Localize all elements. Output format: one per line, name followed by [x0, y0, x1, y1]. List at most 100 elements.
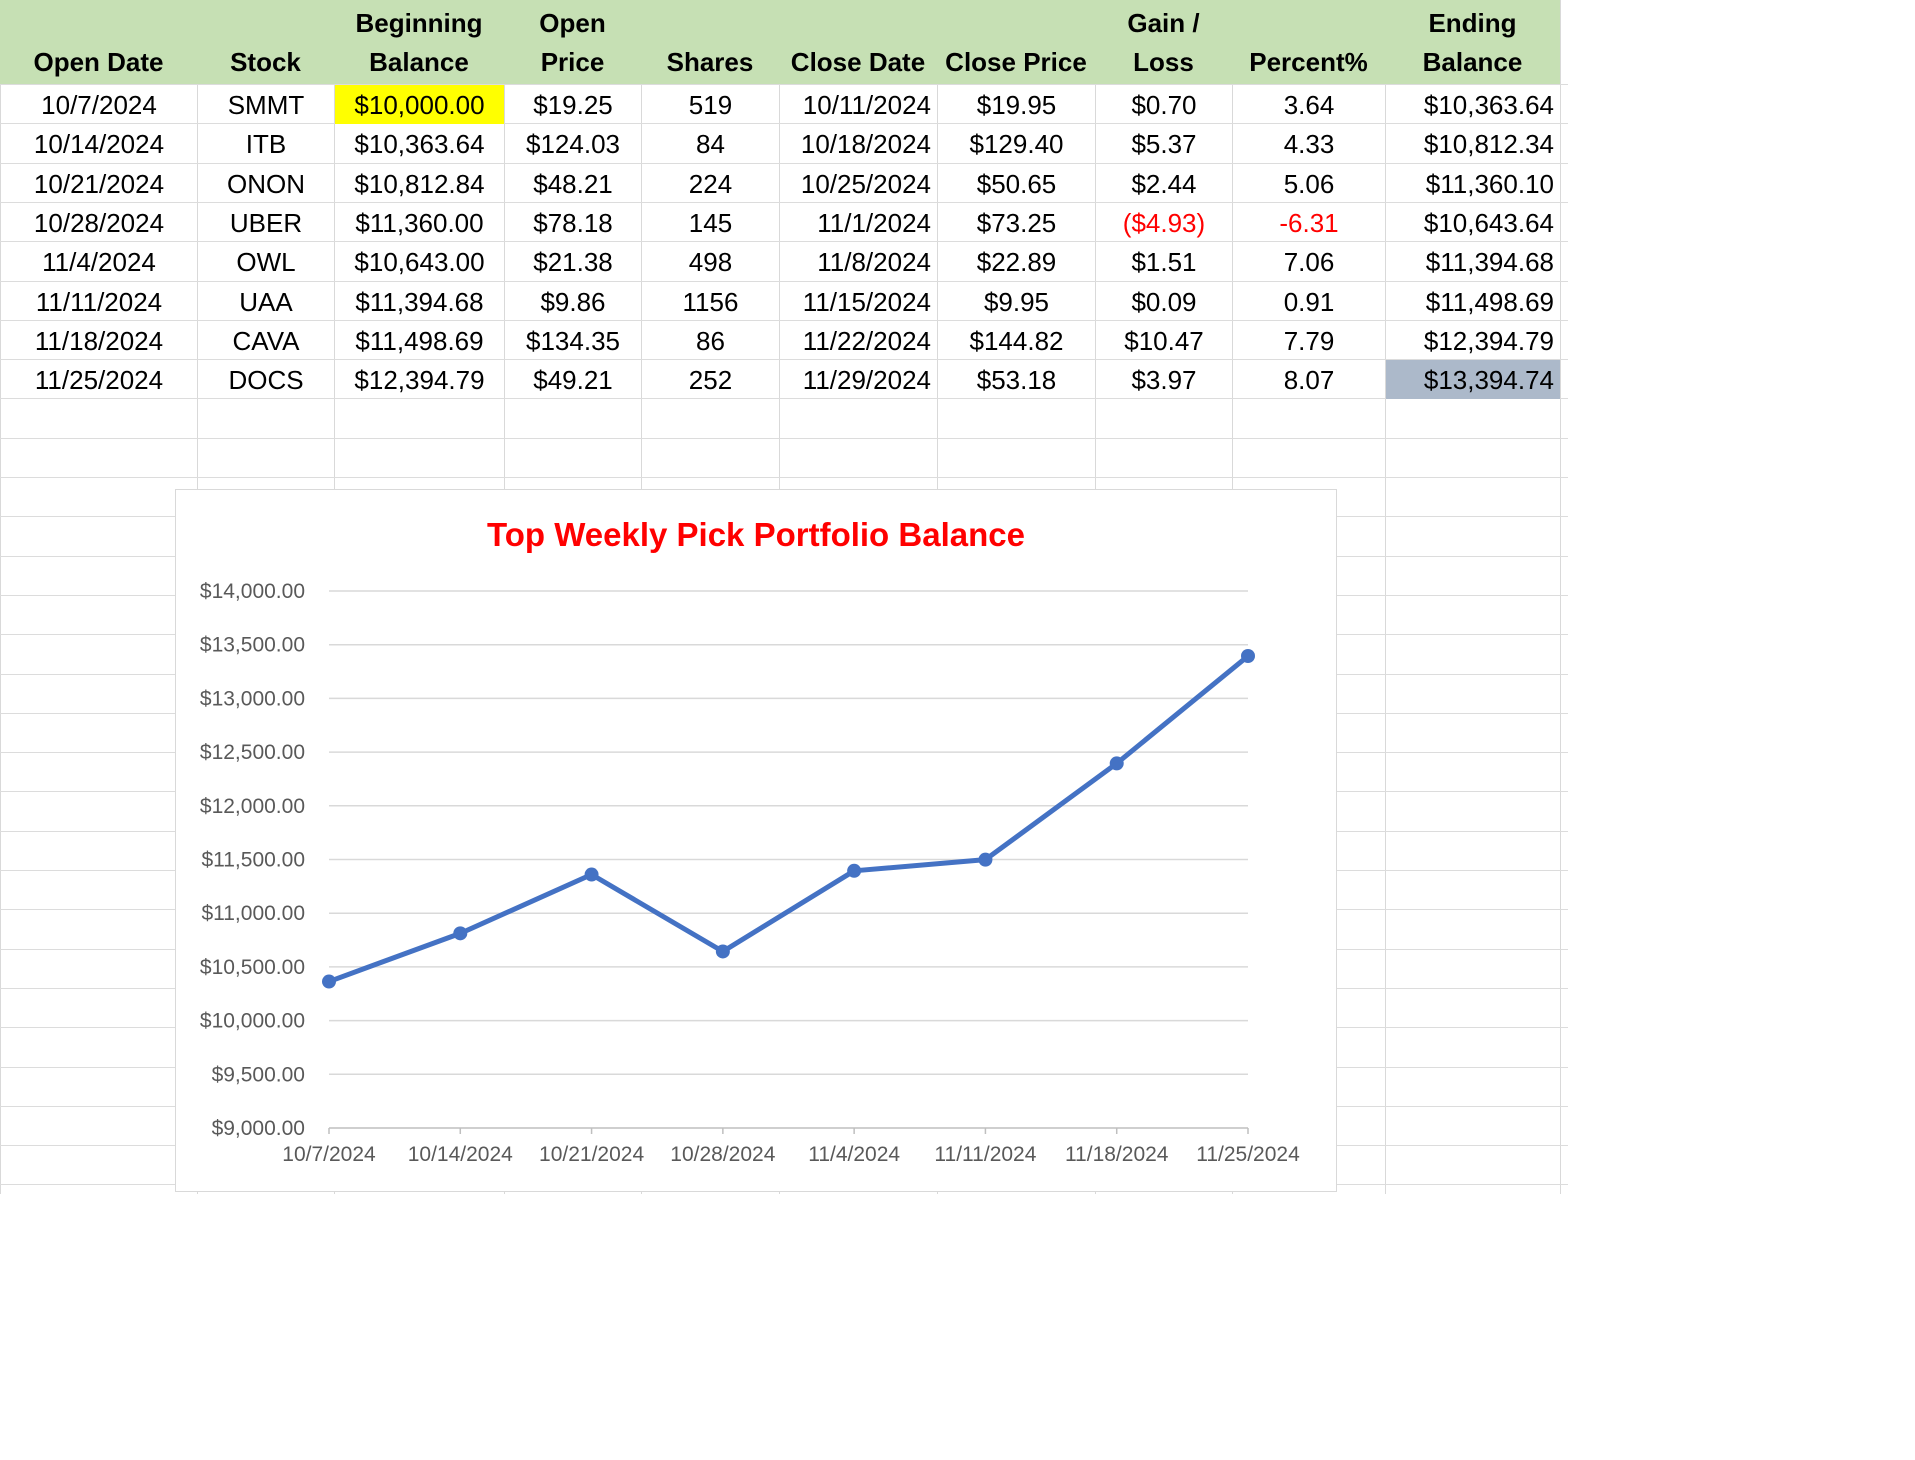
table-cell[interactable]: OWL: [236, 247, 296, 277]
table-cell[interactable]: CAVA: [232, 326, 300, 356]
table-cell[interactable]: 11/25/2024: [34, 365, 164, 395]
table-cell[interactable]: $53.18: [976, 365, 1057, 395]
table-cell[interactable]: 11/18/2024: [34, 326, 164, 356]
table-cell[interactable]: $144.82: [969, 326, 1064, 356]
table-cell[interactable]: 10/25/2024: [800, 169, 931, 199]
table-cell[interactable]: $10,000.00: [335, 85, 504, 124]
table-cell[interactable]: 10/21/2024: [33, 169, 165, 199]
table-cell[interactable]: 10/7/2024: [41, 90, 157, 120]
table-cell[interactable]: $2.44: [1131, 169, 1197, 199]
data-point[interactable]: [978, 852, 993, 867]
column-header[interactable]: Stock: [197, 0, 334, 84]
table-cell[interactable]: $48.21: [533, 169, 613, 199]
table-cell[interactable]: 84: [696, 129, 725, 159]
table-cell[interactable]: $9.86: [540, 287, 606, 317]
column-header[interactable]: Ending Balance: [1385, 0, 1560, 84]
table-cell[interactable]: $50.65: [976, 169, 1057, 199]
column-header[interactable]: Percent%: [1232, 0, 1385, 84]
table-cell[interactable]: $10,812.84: [354, 169, 485, 199]
table-cell[interactable]: 8.07: [1283, 365, 1335, 395]
column-header[interactable]: Close Price: [937, 0, 1095, 84]
data-point[interactable]: [1241, 649, 1255, 664]
table-cell[interactable]: $10,643.64: [1423, 208, 1554, 238]
table-cell[interactable]: 4.33: [1283, 129, 1335, 159]
table-cell[interactable]: $5.37: [1131, 129, 1197, 159]
table-cell[interactable]: $78.18: [533, 208, 613, 238]
column-header[interactable]: Beginning Balance: [334, 0, 504, 84]
table-cell[interactable]: $3.97: [1131, 365, 1197, 395]
table-cell[interactable]: 11/8/2024: [817, 247, 931, 277]
table-cell[interactable]: 10/28/2024: [33, 208, 165, 238]
table-cell[interactable]: 3.64: [1283, 90, 1335, 120]
table-cell[interactable]: 11/4/2024: [42, 247, 156, 277]
table-cell[interactable]: 10/14/2024: [33, 129, 165, 159]
table-cell[interactable]: $13,394.74: [1386, 360, 1560, 399]
table-cell[interactable]: SMMT: [227, 90, 305, 120]
column-header-text: Close Date: [790, 47, 926, 77]
table-cell[interactable]: 10/18/2024: [800, 129, 931, 159]
table-cell[interactable]: $9.95: [983, 287, 1050, 317]
table-cell[interactable]: $22.89: [976, 247, 1057, 277]
table-cell[interactable]: $10.47: [1124, 326, 1204, 356]
table-cell[interactable]: $11,394.68: [355, 287, 484, 317]
table-cell[interactable]: 0.91: [1283, 287, 1335, 317]
table-cell[interactable]: $134.35: [526, 326, 620, 356]
data-point[interactable]: [847, 863, 862, 878]
table-cell[interactable]: $129.40: [969, 129, 1064, 159]
column-header[interactable]: Open Date: [0, 0, 197, 84]
table-cell[interactable]: $19.25: [533, 90, 613, 120]
table-cell[interactable]: ($4.93): [1122, 208, 1206, 238]
table-cell[interactable]: $0.09: [1131, 287, 1197, 317]
data-point[interactable]: [322, 974, 336, 989]
table-cell[interactable]: $49.21: [533, 365, 613, 395]
table-cell[interactable]: 1156: [682, 287, 739, 317]
table-cell[interactable]: $124.03: [526, 129, 620, 159]
table-cell[interactable]: DOCS: [228, 365, 304, 395]
table-cell[interactable]: $10,363.64: [1423, 90, 1554, 120]
column-header[interactable]: Close Date: [779, 0, 937, 84]
table-cell[interactable]: -6.31: [1279, 208, 1339, 238]
table-cell[interactable]: $10,363.64: [354, 129, 485, 159]
table-cell[interactable]: 224: [688, 169, 733, 199]
table-cell[interactable]: UBER: [229, 208, 303, 238]
data-point[interactable]: [1109, 756, 1124, 771]
data-point[interactable]: [584, 867, 599, 882]
table-cell[interactable]: 7.06: [1283, 247, 1335, 277]
balance-chart[interactable]: Top Weekly Pick Portfolio Balance $9,000…: [175, 489, 1337, 1192]
table-cell[interactable]: $10,643.00: [354, 247, 485, 277]
table-cell[interactable]: 86: [696, 326, 725, 356]
table-cell[interactable]: $21.38: [533, 247, 613, 277]
table-cell[interactable]: $19.95: [976, 90, 1057, 120]
table-cell[interactable]: $0.70: [1131, 90, 1197, 120]
table-cell[interactable]: 498: [688, 247, 733, 277]
table-cell[interactable]: 11/11/2024: [35, 287, 163, 317]
column-header[interactable]: Open Price: [504, 0, 641, 84]
table-cell[interactable]: 7.79: [1283, 326, 1335, 356]
table-cell[interactable]: $12,394.79: [1423, 326, 1554, 356]
data-point[interactable]: [453, 926, 468, 941]
column-header[interactable]: Shares: [641, 0, 779, 84]
table-cell[interactable]: $1.51: [1131, 247, 1197, 277]
table-cell[interactable]: 10/11/2024: [802, 90, 931, 120]
table-cell[interactable]: 145: [688, 208, 733, 238]
table-cell[interactable]: 11/22/2024: [802, 326, 931, 356]
table-cell[interactable]: $73.25: [976, 208, 1057, 238]
table-cell[interactable]: $10,812.34: [1423, 129, 1554, 159]
table-cell[interactable]: $12,394.79: [354, 365, 485, 395]
table-cell[interactable]: $11,498.69: [355, 326, 484, 356]
table-cell[interactable]: $11,394.68: [1425, 247, 1554, 277]
table-cell[interactable]: 519: [688, 90, 733, 120]
table-cell[interactable]: 11/29/2024: [802, 365, 931, 395]
table-cell[interactable]: 11/15/2024: [802, 287, 931, 317]
table-cell[interactable]: ONON: [227, 169, 305, 199]
table-cell[interactable]: $11,360.00: [355, 208, 484, 238]
table-cell[interactable]: $11,498.69: [1425, 287, 1554, 317]
data-point[interactable]: [715, 944, 730, 959]
table-cell[interactable]: ITB: [245, 129, 287, 159]
table-cell[interactable]: $11,360.10: [1425, 169, 1554, 199]
column-header[interactable]: Gain / Loss: [1095, 0, 1232, 84]
table-cell[interactable]: 252: [688, 365, 733, 395]
table-cell[interactable]: 5.06: [1283, 169, 1335, 199]
table-cell[interactable]: 11/1/2024: [817, 208, 931, 238]
table-cell[interactable]: UAA: [239, 287, 293, 317]
